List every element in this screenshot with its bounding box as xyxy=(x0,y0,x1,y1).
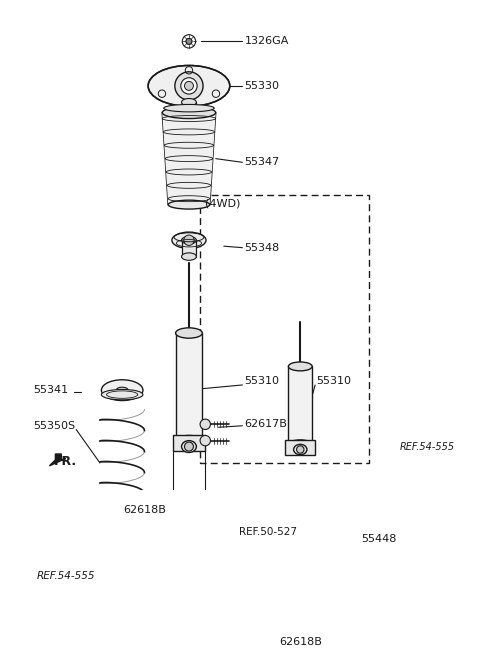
Text: 62617B: 62617B xyxy=(245,419,288,429)
Text: REF.54-555: REF.54-555 xyxy=(400,441,455,451)
Bar xyxy=(173,435,205,451)
Circle shape xyxy=(396,505,420,529)
Ellipse shape xyxy=(181,253,196,260)
Text: (4WD): (4WD) xyxy=(204,199,240,209)
Ellipse shape xyxy=(181,112,196,119)
Text: 55348: 55348 xyxy=(245,243,280,253)
Polygon shape xyxy=(148,529,220,583)
Ellipse shape xyxy=(148,66,230,106)
Ellipse shape xyxy=(168,200,210,209)
Circle shape xyxy=(180,563,195,578)
Bar xyxy=(181,102,196,115)
Circle shape xyxy=(184,442,193,451)
Text: 62618B: 62618B xyxy=(279,638,322,647)
Text: 55310: 55310 xyxy=(245,377,280,386)
Polygon shape xyxy=(274,529,323,565)
Ellipse shape xyxy=(176,436,202,446)
Circle shape xyxy=(287,552,299,564)
Polygon shape xyxy=(163,560,226,607)
Ellipse shape xyxy=(101,390,143,400)
Ellipse shape xyxy=(181,77,197,94)
Text: FR.: FR. xyxy=(54,455,77,468)
Text: REF.54-555: REF.54-555 xyxy=(37,571,96,581)
Bar xyxy=(176,333,202,441)
Polygon shape xyxy=(49,454,66,466)
Text: 55341: 55341 xyxy=(33,385,68,395)
Ellipse shape xyxy=(175,72,203,100)
Circle shape xyxy=(297,446,304,453)
Ellipse shape xyxy=(184,81,193,91)
Polygon shape xyxy=(162,113,216,205)
Ellipse shape xyxy=(101,380,143,401)
Circle shape xyxy=(315,546,327,558)
Ellipse shape xyxy=(181,98,196,106)
Circle shape xyxy=(162,544,176,557)
Circle shape xyxy=(44,554,70,580)
Circle shape xyxy=(49,560,64,574)
Text: 62618B: 62618B xyxy=(124,504,167,515)
Text: 1326GA: 1326GA xyxy=(245,36,289,47)
Text: 55347: 55347 xyxy=(245,157,280,167)
Circle shape xyxy=(182,542,203,562)
Bar xyxy=(286,440,315,455)
Ellipse shape xyxy=(288,440,312,449)
Circle shape xyxy=(288,506,305,523)
Ellipse shape xyxy=(162,107,216,119)
Bar xyxy=(200,195,370,463)
Circle shape xyxy=(200,419,210,430)
Ellipse shape xyxy=(181,441,196,453)
Bar xyxy=(181,240,196,256)
Circle shape xyxy=(184,235,194,245)
Ellipse shape xyxy=(172,232,206,249)
Ellipse shape xyxy=(294,444,307,455)
Text: 55310: 55310 xyxy=(317,377,351,386)
Circle shape xyxy=(401,510,415,523)
Ellipse shape xyxy=(176,328,202,338)
Ellipse shape xyxy=(181,237,196,244)
Circle shape xyxy=(315,533,327,544)
Polygon shape xyxy=(274,499,320,535)
Ellipse shape xyxy=(116,387,128,393)
Ellipse shape xyxy=(288,362,312,371)
Circle shape xyxy=(200,436,210,446)
Bar xyxy=(288,367,312,444)
Circle shape xyxy=(186,39,192,45)
Text: 55330: 55330 xyxy=(245,81,280,91)
Text: REF.50-527: REF.50-527 xyxy=(239,527,297,537)
Text: 55350S: 55350S xyxy=(33,420,75,431)
Ellipse shape xyxy=(164,104,214,112)
Text: 55448: 55448 xyxy=(361,533,396,544)
Circle shape xyxy=(186,39,192,45)
